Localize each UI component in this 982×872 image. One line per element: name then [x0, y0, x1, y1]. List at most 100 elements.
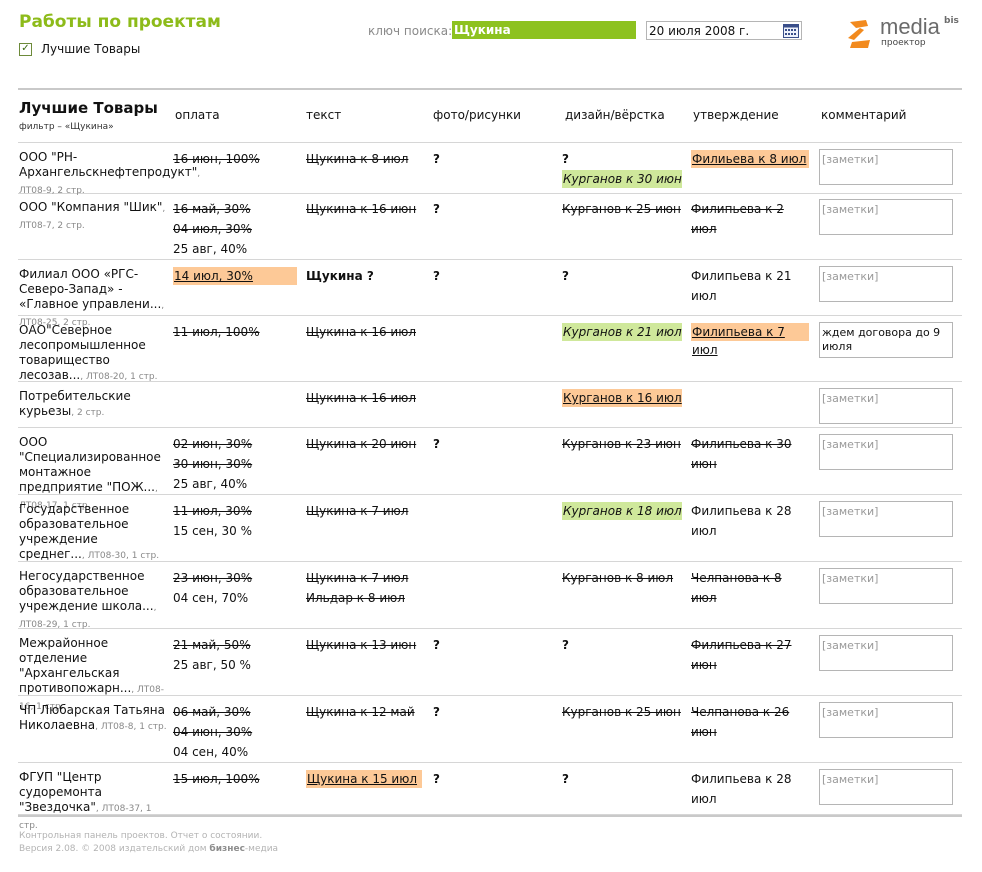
- approval-cell: Челпанова к 26 июн: [691, 702, 809, 742]
- client-cell: ЧП Любарская Татьяна Николаевна, ЛТ08-8,…: [19, 703, 167, 735]
- text-done-entry: Щукина к 20 июн: [306, 437, 417, 451]
- column-header-text: текст: [306, 108, 342, 122]
- approval-cell: Филиьева к 8 июл: [691, 149, 809, 168]
- client-name[interactable]: Филиал ООО «РГС-Северо-Запад» - «Главное…: [19, 267, 162, 311]
- comment-textarea[interactable]: [заметки]: [819, 702, 953, 738]
- comment-textarea[interactable]: [заметки]: [819, 635, 953, 671]
- text-overdue-entry[interactable]: Щукина к 15 июл: [306, 770, 422, 788]
- footer-version-text: Версия 2.08. © 2008 издательский дом: [19, 844, 210, 854]
- text-done-entry: Щукина к 16 июл: [306, 391, 417, 405]
- photo-cell: ?: [433, 266, 440, 286]
- payment-done-entry: 15 июл, 100%: [173, 772, 260, 786]
- design-active-entry[interactable]: Курганов к 21 июл: [562, 323, 682, 341]
- search-input[interactable]: [452, 21, 636, 39]
- payment-cell: 11 июл, 100%: [173, 322, 297, 342]
- logo-subtitle: проектор: [881, 38, 926, 48]
- date-value: 20 июля 2008 г.: [649, 23, 750, 38]
- payment-done-entry: 06 май, 30%: [173, 705, 251, 719]
- footer-brand-suffix: -медиа: [244, 844, 279, 854]
- comment-cell: [заметки]: [819, 568, 953, 604]
- approval-done-entry: Филипьева к 27 июн: [691, 638, 792, 672]
- checkbox-checked-icon[interactable]: ✓: [19, 42, 32, 56]
- footer-brand: бизнес: [209, 844, 245, 854]
- approval-done-entry: Филипьева к 2 июл: [691, 202, 784, 236]
- client-cell: Потребительские курьезы, 2 стр.: [19, 389, 167, 421]
- text-pending-entry: Щукина ?: [306, 269, 374, 283]
- approval-overdue-entry[interactable]: Филиьева к 8 июл: [691, 150, 809, 168]
- client-name[interactable]: Негосударственное образовательное учрежд…: [19, 569, 154, 613]
- comment-cell: [заметки]: [819, 702, 953, 738]
- comment-cell: [заметки]: [819, 266, 953, 302]
- media-bis-logo-icon: [848, 20, 870, 48]
- payment-cell: 02 июн, 30% 30 июн, 30% 25 авг, 40%: [173, 434, 297, 494]
- column-header-design: дизайн/вёрстка: [565, 108, 665, 122]
- client-cell: ООО "РН-Архангельскнефтепродукт", ЛТ08-9…: [19, 150, 200, 199]
- photo-cell: ?: [433, 199, 440, 219]
- payment-done-entry: 21 май, 50%: [173, 638, 251, 652]
- comment-textarea[interactable]: [заметки]: [819, 388, 953, 424]
- project-filter-checkbox[interactable]: ✓ Лучшие Товары: [19, 42, 140, 56]
- design-active-entry[interactable]: Курганов к 18 июл: [562, 502, 682, 520]
- client-cell: Государственное образовательное учрежден…: [19, 502, 167, 564]
- client-meta: , ЛТ08-16, 1 стр.: [19, 685, 164, 712]
- photo-pending-entry: ?: [433, 202, 440, 216]
- comment-textarea[interactable]: [заметки]: [819, 149, 953, 185]
- comment-textarea[interactable]: [заметки]: [819, 434, 953, 470]
- approval-cell: Филипьева к 2 июл: [691, 199, 809, 239]
- payment-done-entry: 11 июл, 100%: [173, 325, 260, 339]
- text-done-entry: Щукина к 7 июл: [306, 571, 409, 585]
- comment-textarea[interactable]: ждем договора до 9 июля: [819, 322, 953, 358]
- payment-done-entry: 30 июн, 30%: [173, 457, 253, 471]
- comment-textarea[interactable]: [заметки]: [819, 568, 953, 604]
- design-cell: Курганов к 25 июн: [562, 199, 682, 219]
- text-done-entry: Щукина к 12 май: [306, 705, 415, 719]
- comment-textarea[interactable]: [заметки]: [819, 266, 953, 302]
- payment-entry: 25 авг, 40%: [173, 242, 248, 256]
- comment-textarea[interactable]: [заметки]: [819, 199, 953, 235]
- text-cell: Щукина к 8 июл: [306, 149, 422, 169]
- design-cell: Курганов к 8 июл: [562, 568, 682, 588]
- payment-overdue-entry[interactable]: 14 июл, 30%: [173, 267, 297, 285]
- column-header-photo: фото/рисунки: [433, 108, 521, 122]
- design-overdue-entry[interactable]: Курганов к 16 июл: [562, 389, 682, 407]
- client-meta: , ЛТ08-29, 1 стр.: [19, 603, 157, 630]
- text-done-entry: Щукина к 16 июл: [306, 325, 417, 339]
- comment-cell: ждем договора до 9 июля: [819, 322, 953, 358]
- approval-entry: Филипьева к 21 июл: [691, 269, 792, 303]
- client-cell: ООО "Компания "Шик", ЛТ08-7, 2 стр.: [19, 200, 167, 234]
- project-name-heading: Лучшие Товары: [19, 99, 158, 117]
- client-name[interactable]: ЧП Любарская Татьяна Николаевна: [19, 703, 165, 732]
- text-cell: Щукина к 20 июн: [306, 434, 422, 454]
- text-cell: Щукина к 16 июн: [306, 199, 422, 219]
- client-name[interactable]: ООО "Специализированное монтажное предпр…: [19, 435, 161, 494]
- payment-entry: 04 сен, 40%: [173, 745, 249, 759]
- client-meta: , ЛТ08-7, 2 стр.: [19, 204, 166, 231]
- design-active-entry[interactable]: Курганов к 30 июн: [562, 170, 682, 188]
- text-cell: Щукина к 13 июн: [306, 635, 422, 655]
- approval-done-entry: Челпанова к 26 июн: [691, 705, 790, 739]
- approval-cell: Филипьева к 28 июл: [691, 769, 809, 809]
- client-name[interactable]: ОАО"Северное лесопромышленное товарищест…: [19, 323, 146, 382]
- calendar-icon[interactable]: [783, 23, 799, 38]
- client-name[interactable]: ООО "РН-Архангельскнефтепродукт": [19, 150, 198, 179]
- page-title: Работы по проектам: [19, 12, 221, 32]
- comment-textarea[interactable]: [заметки]: [819, 769, 953, 805]
- table-row: Негосударственное образовательное учрежд…: [18, 562, 962, 630]
- date-field[interactable]: 20 июля 2008 г.: [646, 21, 802, 40]
- client-name[interactable]: Межрайонное отделение "Архангельская про…: [19, 636, 132, 695]
- text-done-entry: Щукина к 13 июн: [306, 638, 417, 652]
- payment-cell: 14 июл, 30%: [173, 266, 297, 285]
- client-cell: Негосударственное образовательное учрежд…: [19, 569, 167, 633]
- text-done-entry: Ильдар к 8 июл: [306, 591, 405, 605]
- client-name[interactable]: Государственное образовательное учрежден…: [19, 502, 130, 561]
- client-name[interactable]: Потребительские курьезы: [19, 389, 131, 418]
- client-name[interactable]: ООО "Компания "Шик": [19, 200, 163, 214]
- comment-textarea[interactable]: [заметки]: [819, 501, 953, 537]
- approval-cell: Филипьева к 30 июн: [691, 434, 809, 474]
- design-done-entry: Курганов к 25 июн: [562, 705, 681, 719]
- comment-cell: [заметки]: [819, 388, 953, 424]
- text-cell: Щукина к 7 июл Ильдар к 8 июл: [306, 568, 422, 608]
- client-name[interactable]: ФГУП "Центр судоремонта "Звездочка": [19, 770, 102, 814]
- approval-overdue-entry[interactable]: Филипьева к 7 июл: [691, 323, 809, 357]
- design-cell: ?: [562, 769, 682, 789]
